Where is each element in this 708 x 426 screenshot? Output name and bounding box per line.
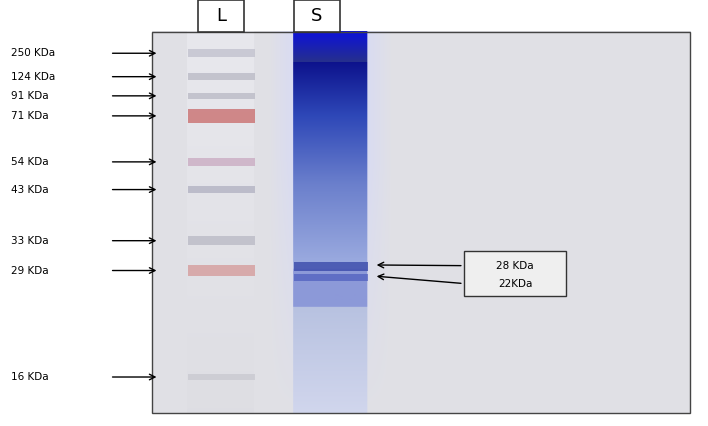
Bar [188,73,255,80]
Text: 124 KDa: 124 KDa [11,72,55,82]
Text: 250 KDa: 250 KDa [11,48,55,58]
Bar [294,274,368,281]
Bar [188,236,255,245]
Text: 91 KDa: 91 KDa [11,91,48,101]
Bar [198,0,244,32]
Text: 16 KDa: 16 KDa [11,372,48,382]
Text: 43 KDa: 43 KDa [11,184,48,195]
Text: 71 KDa: 71 KDa [11,111,48,121]
Text: 29 KDa: 29 KDa [11,265,48,276]
Bar [188,374,255,380]
Bar [188,49,255,57]
Bar [294,0,340,32]
Text: 28 KDa: 28 KDa [496,261,534,271]
Text: 33 KDa: 33 KDa [11,236,48,246]
Bar [152,32,690,413]
Bar [294,262,368,271]
Text: S: S [311,7,323,25]
Bar [188,92,255,99]
Text: 22KDa: 22KDa [498,279,532,288]
Bar [188,109,255,123]
Text: 54 KDa: 54 KDa [11,157,48,167]
Bar [188,186,255,193]
Text: L: L [216,7,227,25]
Bar [188,158,255,166]
Bar [188,265,255,276]
Bar [464,251,566,296]
